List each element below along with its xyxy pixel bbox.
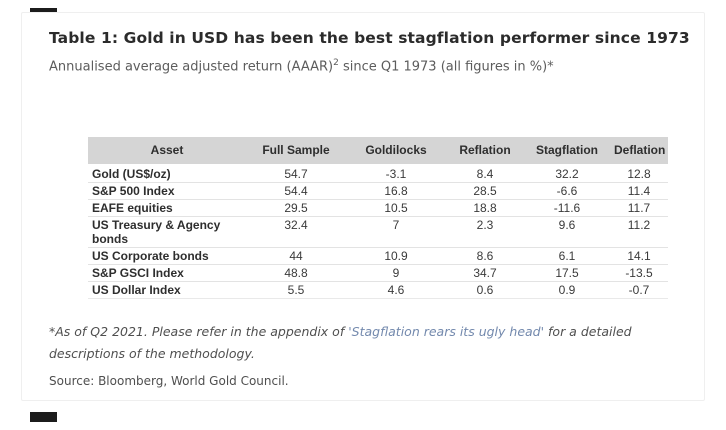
table-title: Table 1: Gold in USD has been the best s… [49,29,690,47]
column-header-goldilocks: Goldilocks [346,137,446,166]
dark-marker-bottom-left [30,412,57,422]
asset-label: US Dollar Index [88,281,246,299]
subtitle-prefix: Annualised average adjusted return (AAAR… [49,59,334,75]
column-header-reflation: Reflation [446,137,524,166]
appendix-reference-link[interactable]: 'Stagflation rears its ugly head' [348,324,545,339]
cell: 54.4 [246,182,346,200]
cell: 16.8 [346,182,446,200]
subtitle-suffix: since Q1 1973 (all figures in %)* [338,59,554,75]
cell: 9.6 [524,216,610,248]
table-row: S&P GSCI Index 48.8 9 34.7 17.5 -13.5 [88,264,668,282]
table-row: S&P 500 Index 54.4 16.8 28.5 -6.6 11.4 [88,182,668,200]
table-row: US Dollar Index 5.5 4.6 0.6 0.9 -0.7 [88,281,668,299]
subtitle-superscript: 2 [333,58,339,68]
cell: -13.5 [610,264,668,282]
asset-label: S&P GSCI Index [88,264,246,282]
figure-card: Table 1: Gold in USD has been the best s… [21,12,705,401]
cell: 17.5 [524,264,610,282]
cell: 8.6 [446,247,524,265]
cell: 10.5 [346,199,446,217]
footnote-text-start: *As of Q2 2021. Please refer in the appe… [49,324,349,339]
cell: 2.3 [446,216,524,248]
cell: -0.7 [610,281,668,299]
asset-label: S&P 500 Index [88,182,246,200]
cell: 9 [346,264,446,282]
cell: 54.7 [246,165,346,183]
cell: 0.6 [446,281,524,299]
table-row: Gold (US$/oz) 54.7 -3.1 8.4 32.2 12.8 [88,165,668,183]
footnote: *As of Q2 2021. Please refer in the appe… [49,321,691,365]
header-row: Asset Full Sample Goldilocks Reflation S… [88,137,668,166]
table-row: US Treasury & Agency bonds 32.4 7 2.3 9.… [88,216,668,248]
asset-label: US Corporate bonds [88,247,246,265]
cell: 29.5 [246,199,346,217]
source-attribution: Source: Bloomberg, World Gold Council. [49,374,289,388]
table-row: US Corporate bonds 44 10.9 8.6 6.1 14.1 [88,247,668,265]
cell: 4.6 [346,281,446,299]
table-row: EAFE equities 29.5 10.5 18.8 -11.6 11.7 [88,199,668,217]
cell: 8.4 [446,165,524,183]
asset-label: EAFE equities [88,199,246,217]
cell: 12.8 [610,165,668,183]
cell: 10.9 [346,247,446,265]
table-subtitle: Annualised average adjusted return (AAAR… [49,58,554,74]
cell: 34.7 [446,264,524,282]
column-header-deflation: Deflation [610,137,668,166]
cell: 48.8 [246,264,346,282]
cell: 11.7 [610,199,668,217]
cell: 5.5 [246,281,346,299]
cell: 28.5 [446,182,524,200]
column-header-asset: Asset [88,137,246,166]
cell: 6.1 [524,247,610,265]
footnote-text-end: for a detailed descriptions of the metho… [49,324,632,361]
cell: 0.9 [524,281,610,299]
cell: 32.4 [246,216,346,248]
cell: 14.1 [610,247,668,265]
cell: -3.1 [346,165,446,183]
asset-label: US Treasury & Agency bonds [88,216,246,248]
cell: 18.8 [446,199,524,217]
cell: 11.2 [610,216,668,248]
cell: -11.6 [524,199,610,217]
cell: 44 [246,247,346,265]
returns-table: Asset Full Sample Goldilocks Reflation S… [88,137,668,299]
cell: 11.4 [610,182,668,200]
column-header-stagflation: Stagflation [524,137,610,166]
column-header-full-sample: Full Sample [246,137,346,166]
cell: 7 [346,216,446,248]
cell: 32.2 [524,165,610,183]
asset-label: Gold (US$/oz) [88,165,246,183]
cell: -6.6 [524,182,610,200]
